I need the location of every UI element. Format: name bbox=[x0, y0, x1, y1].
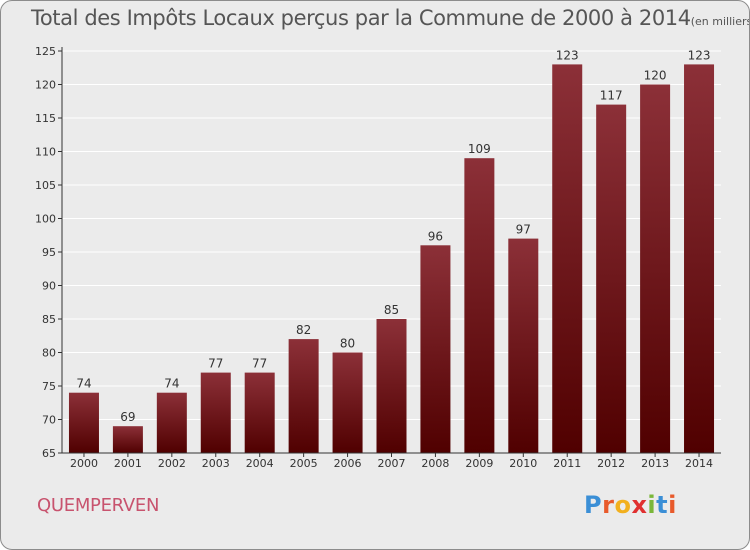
data-label: 123 bbox=[556, 48, 579, 62]
bar bbox=[112, 426, 143, 453]
x-tick-label: 2008 bbox=[421, 457, 449, 470]
logo-letter: i bbox=[668, 491, 677, 519]
axes: 65 70 75 80 85 90 95 100 105 110 115 120 125 2000 2001… bbox=[35, 45, 721, 470]
data-label: 74 bbox=[76, 377, 91, 391]
logo-letter: r bbox=[602, 491, 615, 519]
y-tick-label: 125 bbox=[35, 45, 56, 58]
bar bbox=[596, 104, 627, 453]
bar bbox=[508, 238, 539, 453]
x-tick-label: 2004 bbox=[246, 457, 274, 470]
bar bbox=[464, 158, 495, 453]
x-tick-label: 2009 bbox=[465, 457, 493, 470]
bar bbox=[156, 392, 187, 453]
x-tick-label: 2005 bbox=[290, 457, 318, 470]
data-label: 77 bbox=[252, 357, 267, 371]
chart-title: Total des Impôts Locaux perçus par la Co… bbox=[31, 6, 750, 30]
data-label: 82 bbox=[296, 323, 311, 337]
bars: 74 69 74 77 77 82 80 85 96 109 97 123 117 120 123 bbox=[68, 48, 715, 454]
chart-title-text: Total des Impôts Locaux perçus par la Co… bbox=[31, 6, 691, 30]
logo-letter: o bbox=[614, 491, 632, 519]
proxiti-logo: Proxiti bbox=[584, 491, 677, 519]
y-tick-label: 120 bbox=[35, 79, 56, 92]
bar bbox=[552, 64, 583, 454]
data-label: 120 bbox=[644, 69, 667, 83]
x-tick-label: 2007 bbox=[378, 457, 406, 470]
y-tick-label: 90 bbox=[42, 280, 56, 293]
logo-letter: i bbox=[647, 491, 657, 519]
data-label: 123 bbox=[688, 48, 711, 62]
y-tick-label: 70 bbox=[42, 414, 56, 427]
data-label: 117 bbox=[600, 89, 623, 103]
bar bbox=[376, 319, 407, 453]
logo-letter: t bbox=[656, 491, 669, 519]
y-tick-label: 95 bbox=[42, 246, 56, 259]
bar bbox=[68, 392, 99, 453]
bar bbox=[244, 372, 275, 453]
y-tick-label: 65 bbox=[42, 447, 56, 460]
data-label: 74 bbox=[164, 377, 179, 391]
logo-letter: P bbox=[584, 491, 603, 519]
data-label: 69 bbox=[120, 410, 135, 424]
x-tick-label: 2003 bbox=[202, 457, 230, 470]
bar bbox=[420, 245, 451, 453]
x-tick-label: 2014 bbox=[685, 457, 713, 470]
data-label: 80 bbox=[340, 337, 355, 351]
y-tick-label: 80 bbox=[42, 347, 56, 360]
y-tick-label: 110 bbox=[35, 146, 56, 159]
commune-name: QUEMPERVEN bbox=[37, 495, 160, 516]
x-tick-label: 2012 bbox=[597, 457, 625, 470]
y-tick-label: 105 bbox=[35, 179, 56, 192]
chart-subtitle: (en milliers d'€) bbox=[690, 15, 750, 28]
bar bbox=[288, 339, 319, 453]
x-tick-label: 2013 bbox=[641, 457, 669, 470]
data-label: 96 bbox=[428, 229, 443, 243]
bar bbox=[332, 352, 363, 453]
y-tick-label: 115 bbox=[35, 112, 56, 125]
data-label: 109 bbox=[468, 142, 491, 156]
data-label: 77 bbox=[208, 357, 223, 371]
x-tick-label: 2006 bbox=[334, 457, 362, 470]
bar bbox=[640, 84, 671, 453]
y-tick-label: 100 bbox=[35, 213, 56, 226]
logo-letter: x bbox=[631, 491, 648, 519]
x-tick-label: 2000 bbox=[70, 457, 98, 470]
x-tick-label: 2010 bbox=[509, 457, 537, 470]
bar bbox=[684, 64, 715, 454]
bar bbox=[200, 372, 231, 453]
data-label: 97 bbox=[516, 223, 531, 237]
x-tick-label: 2001 bbox=[114, 457, 142, 470]
x-tick-label: 2011 bbox=[553, 457, 581, 470]
y-tick-label: 85 bbox=[42, 313, 56, 326]
x-tick-label: 2002 bbox=[158, 457, 186, 470]
y-tick-label: 75 bbox=[42, 380, 56, 393]
data-label: 85 bbox=[384, 303, 399, 317]
